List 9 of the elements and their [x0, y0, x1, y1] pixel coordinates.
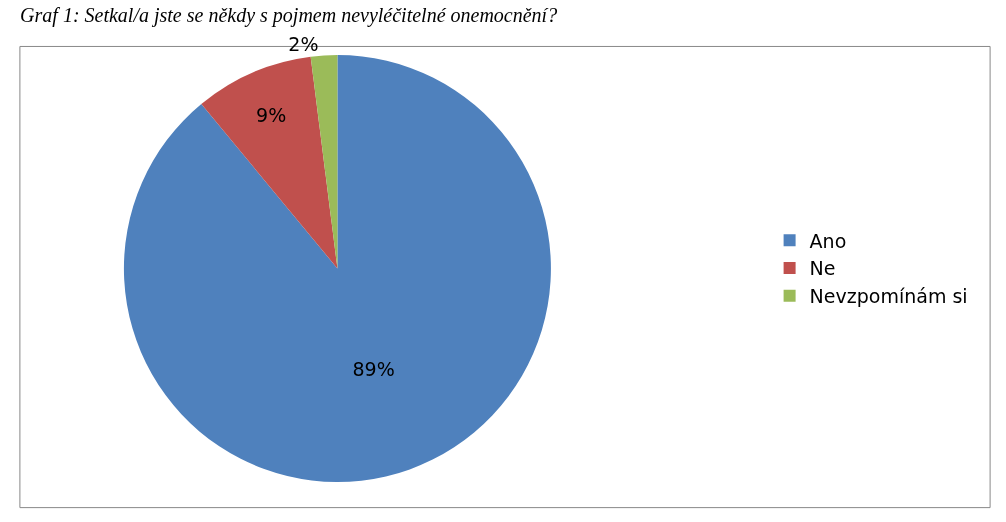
data-label: 9% — [256, 104, 287, 127]
data-label: 2% — [288, 33, 319, 56]
legend-label: Nevzpomínám si — [809, 285, 968, 308]
chart-title: Graf 1: Setkal/a jste se někdy s pojmem nevyléčitelné onemocnění? — [20, 3, 558, 27]
data-label: 89% — [352, 357, 395, 380]
legend-label: Ano — [809, 229, 847, 252]
pie-slice — [123, 55, 551, 482]
legend-label: Ne — [809, 257, 836, 280]
pie-slice — [201, 56, 338, 269]
